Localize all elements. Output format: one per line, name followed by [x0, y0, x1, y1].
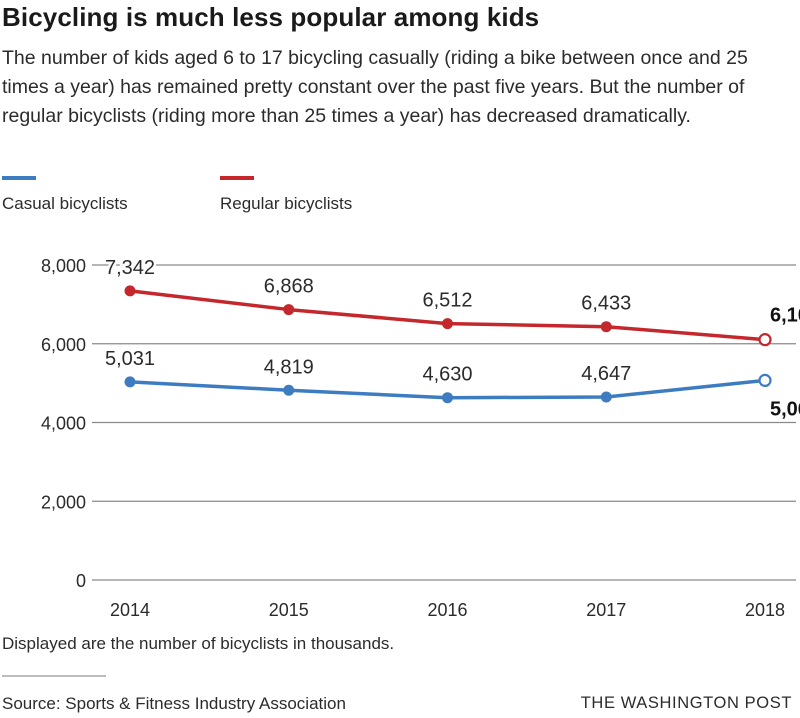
- data-point: [124, 285, 136, 297]
- y-tick-label: 8,000: [41, 256, 86, 276]
- legend-label-regular: Regular bicyclists: [220, 194, 353, 213]
- data-point: [442, 318, 453, 330]
- footer-divider: [2, 675, 106, 677]
- data-label: 4,819: [264, 356, 314, 378]
- data-label: 7,342: [105, 257, 155, 279]
- data-point: [442, 392, 453, 404]
- x-tick-label: 2017: [586, 600, 626, 620]
- x-tick-label: 2015: [269, 600, 309, 620]
- chart-title: Bicycling is much less popular among kid…: [2, 2, 540, 32]
- data-label: 5,031: [105, 348, 155, 370]
- data-point: [124, 376, 136, 388]
- y-tick-label: 4,000: [41, 414, 86, 434]
- data-label: 6,433: [581, 293, 631, 315]
- data-point: [758, 373, 772, 388]
- data-point: [600, 321, 612, 333]
- data-label: 6,512: [422, 290, 472, 312]
- data-point: [758, 333, 772, 347]
- data-point: [283, 304, 295, 316]
- legend-swatch-casual: [2, 176, 36, 180]
- data-label: 5,069: [770, 398, 800, 420]
- data-label: 6,104: [770, 305, 800, 327]
- data-label: 4,630: [422, 364, 472, 386]
- x-tick-label: 2014: [110, 600, 150, 620]
- y-tick-label: 2,000: [41, 492, 86, 512]
- source-text: Source: Sports & Fitness Industry Associ…: [2, 694, 346, 713]
- publisher-credit: THE WASHINGTON POST: [580, 694, 792, 712]
- x-tick-label: 2018: [745, 600, 785, 620]
- legend-label-casual: Casual bicyclists: [2, 194, 128, 213]
- data-point: [283, 384, 295, 396]
- chart-subtitle: The number of kids aged 6 to 17 bicyclin…: [2, 47, 748, 127]
- chart-note: Displayed are the number of bicyclists i…: [2, 634, 395, 653]
- x-tick-label: 2016: [427, 600, 467, 620]
- y-tick-label: 6,000: [41, 335, 86, 355]
- y-tick-label: 0: [76, 571, 86, 591]
- data-label: 4,647: [581, 363, 631, 385]
- data-point: [600, 391, 612, 403]
- line-chart: 0 2,000 4,000 6,000 8,000 2014 2015 2016 2017 201…: [41, 254, 800, 620]
- data-label: 6,868: [264, 276, 314, 298]
- legend-swatch-regular: [220, 176, 254, 180]
